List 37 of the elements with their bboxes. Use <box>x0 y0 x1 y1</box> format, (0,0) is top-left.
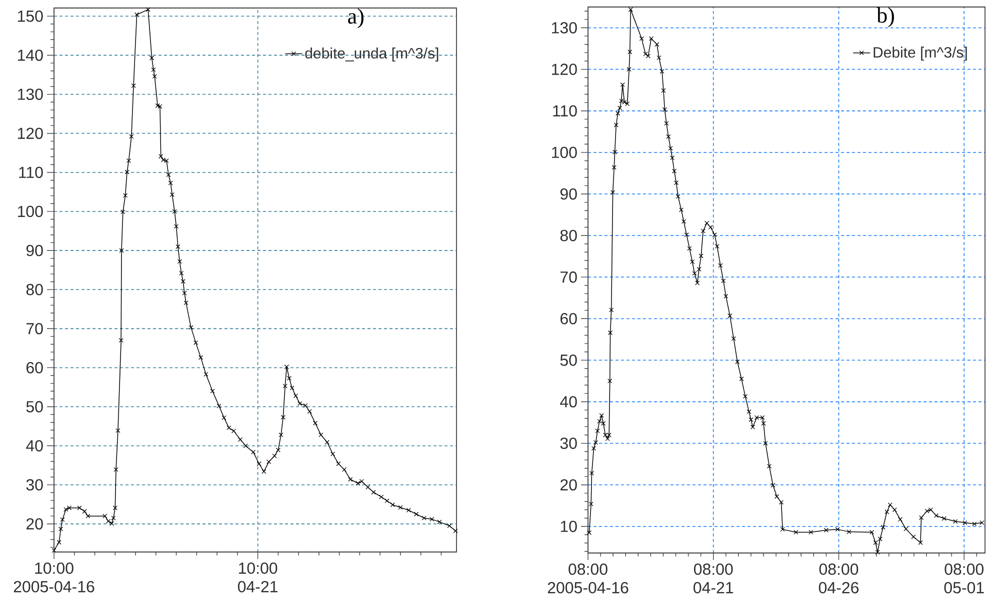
y-tick-label: 130 <box>552 22 577 34</box>
x-tick-label: 08:00 2005-04-16 <box>548 564 628 594</box>
y-tick-label: 20 <box>26 518 43 530</box>
y-tick-label: 80 <box>26 284 43 296</box>
y-tick-label: 110 <box>553 105 577 117</box>
chart-title: b) <box>876 7 894 28</box>
y-tick-label: 40 <box>560 396 577 408</box>
x-tick-label: 08:00 05-01 <box>944 564 984 594</box>
y-tick-label: 110 <box>19 166 43 178</box>
legend-label: debite_unda [m^3/s] <box>305 48 438 62</box>
y-tick-label: 90 <box>560 188 577 200</box>
y-tick-label: 60 <box>26 362 43 374</box>
y-tick-label: 30 <box>26 479 43 490</box>
y-tick-label: 100 <box>18 206 43 218</box>
y-tick-label: 60 <box>560 312 577 324</box>
y-tick-label: 70 <box>26 322 43 334</box>
x-tick-label: 08:00 04-21 <box>694 564 734 594</box>
y-tick-label: 70 <box>560 271 577 283</box>
y-tick-label: 150 <box>18 10 43 22</box>
x-tick-label: 10:00 2005-04-16 <box>14 562 94 592</box>
x-tick-label: 08:00 04-26 <box>818 564 859 594</box>
y-tick-label: 100 <box>552 146 577 158</box>
y-tick-label: 90 <box>26 244 43 256</box>
y-tick-label: 30 <box>560 438 577 449</box>
x-tick-label: 10:00 04-21 <box>238 562 278 592</box>
y-tick-label: 40 <box>26 440 43 452</box>
y-tick-label: 10 <box>560 520 577 532</box>
legend-label: Debite [m^3/s] <box>874 46 967 61</box>
y-tick-label: 20 <box>560 479 577 491</box>
y-tick-label: 120 <box>552 64 577 75</box>
y-tick-label: 50 <box>560 354 577 366</box>
y-tick-label: 50 <box>26 401 43 412</box>
y-tick-label: 80 <box>560 230 577 242</box>
y-tick-label: 140 <box>18 50 43 61</box>
y-tick-label: 120 <box>18 128 43 140</box>
chart-title: a) <box>348 8 364 28</box>
y-tick-label: 130 <box>18 88 43 100</box>
